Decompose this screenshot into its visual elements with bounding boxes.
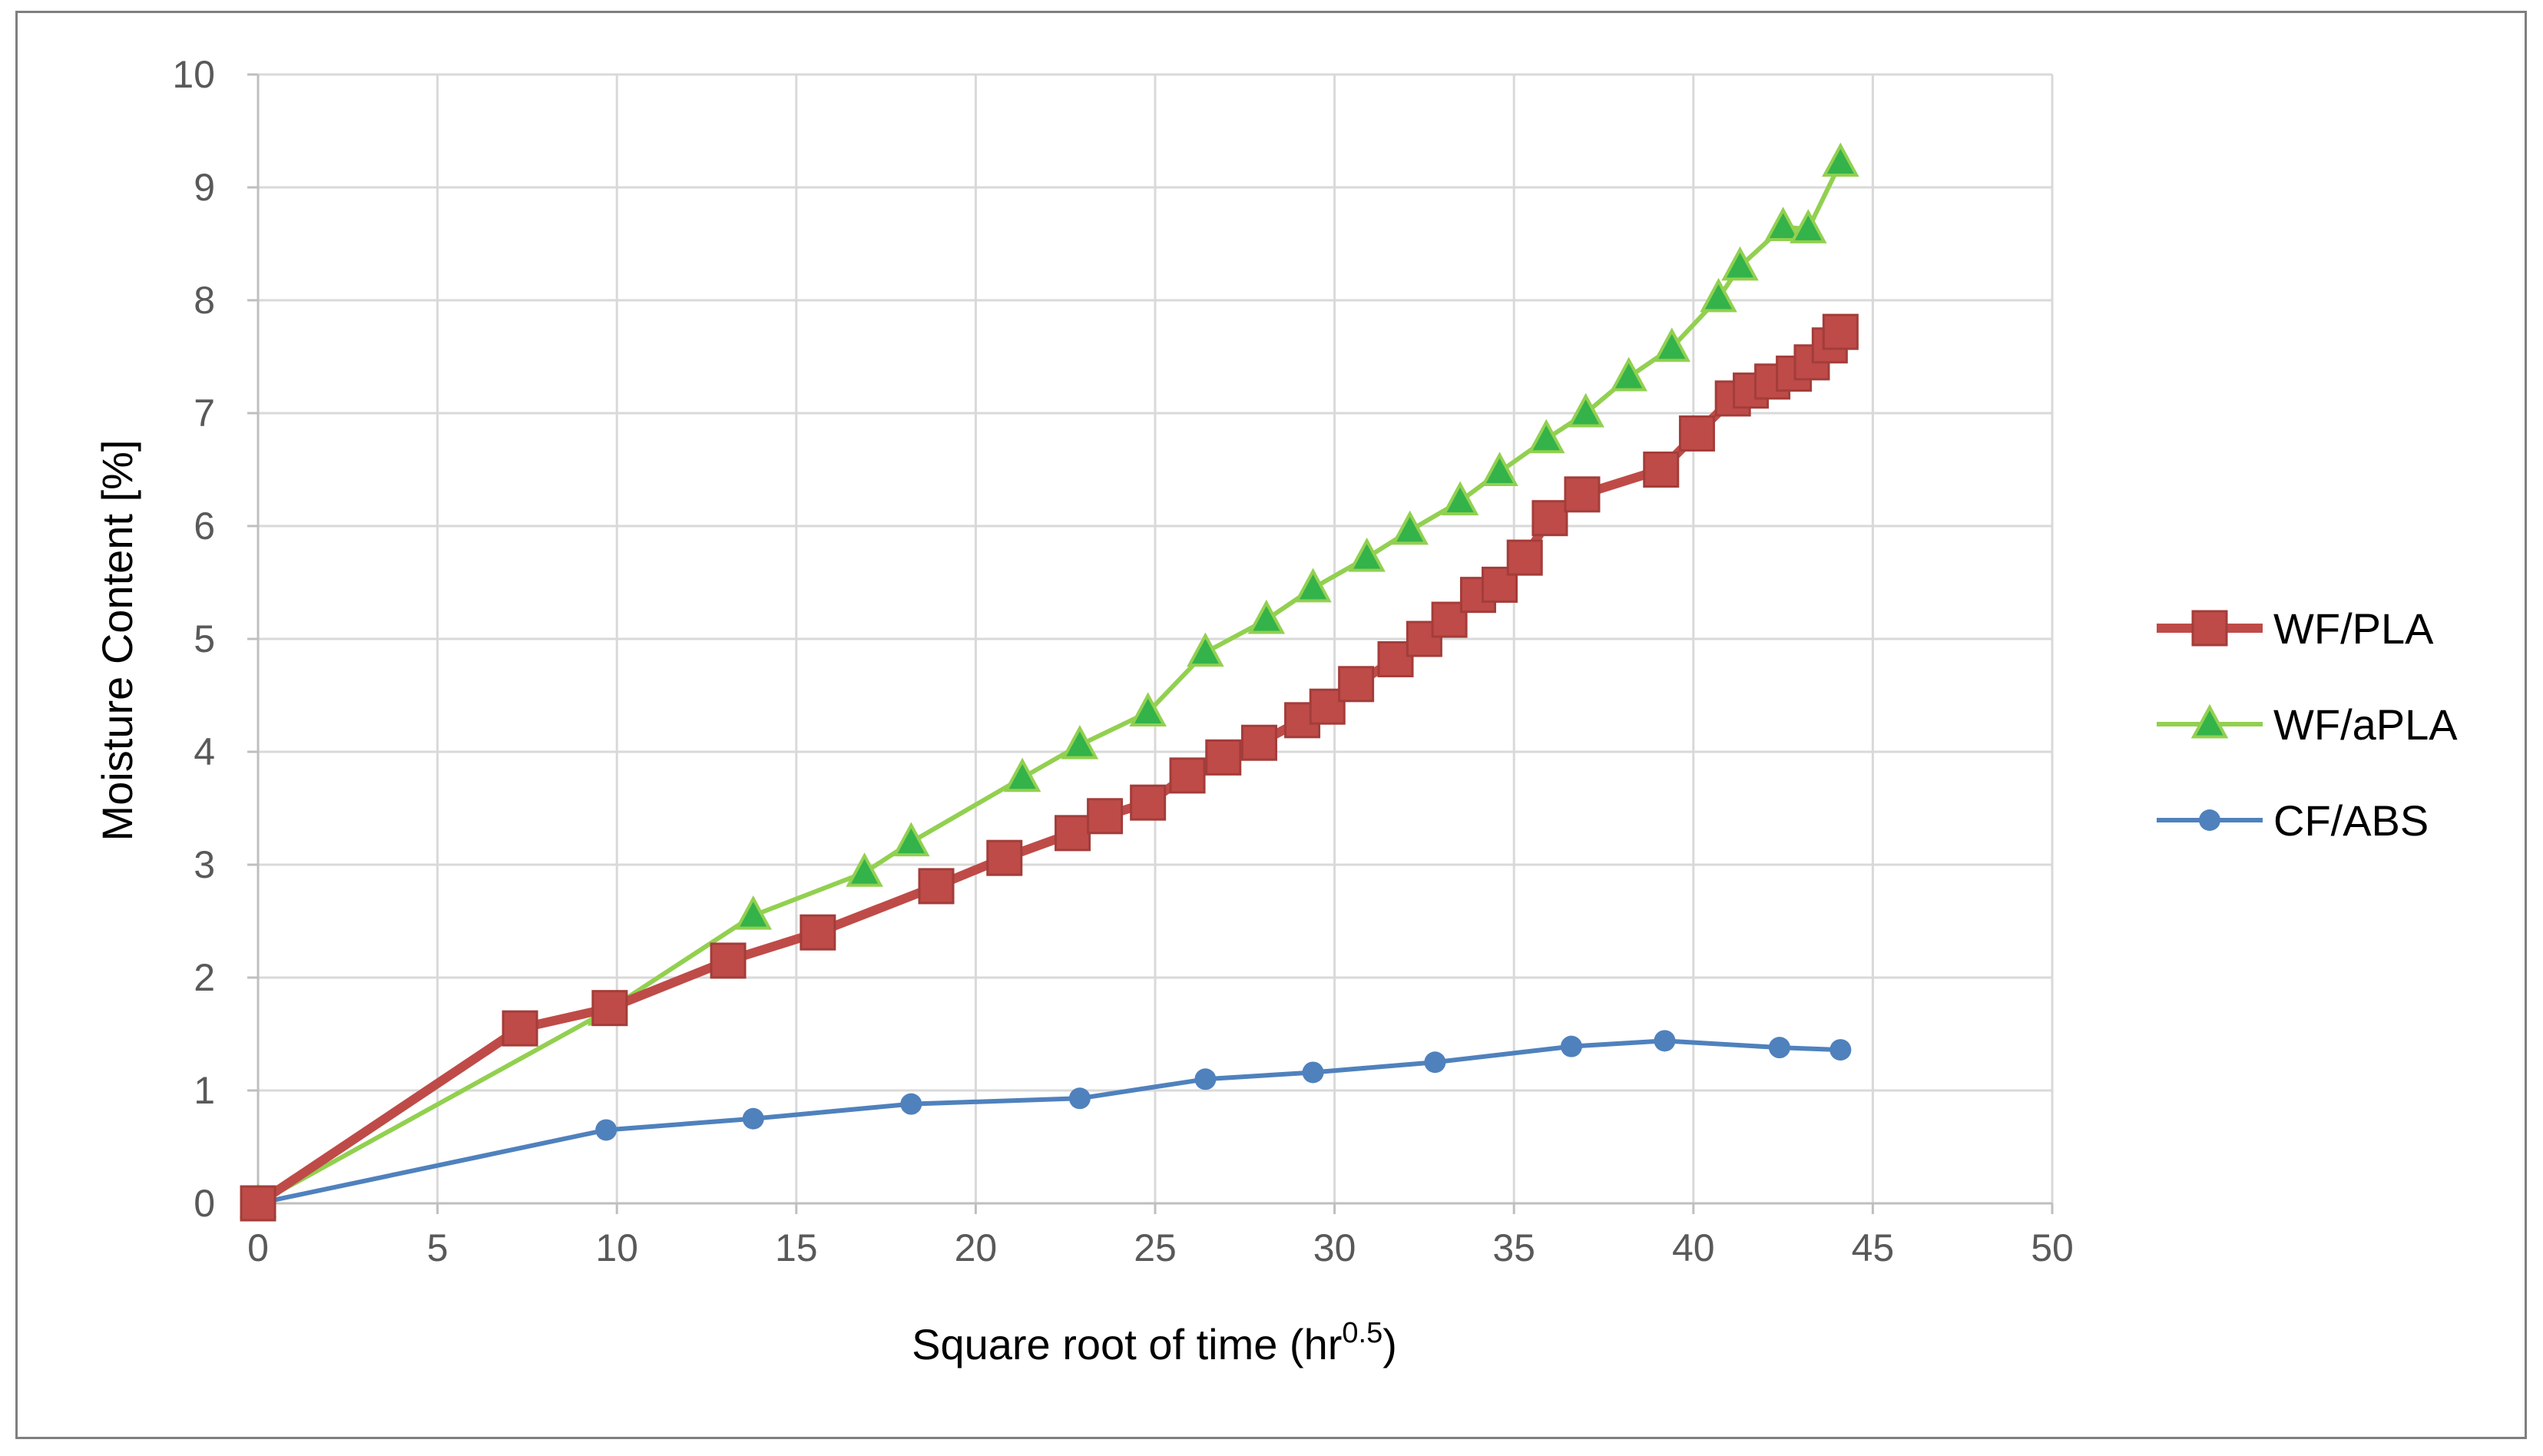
x-tick-label: 15: [775, 1226, 818, 1269]
y-tick-label: 0: [194, 1182, 215, 1225]
y-tick-label: 3: [194, 843, 215, 886]
x-tick-label: 50: [2031, 1226, 2074, 1269]
y-tick-label: 2: [194, 956, 215, 999]
data-point: [1247, 599, 1286, 634]
data-point: [1654, 1030, 1676, 1052]
x-axis-title-close: ): [1382, 1320, 1397, 1368]
data-point: [1061, 724, 1099, 759]
gridlines: [258, 73, 2054, 1203]
series-line: [257, 1038, 1841, 1206]
data-point: [1087, 798, 1124, 835]
y-tick-label: 6: [194, 505, 215, 548]
y-tick-label: 9: [194, 166, 215, 209]
data-point: [1194, 1068, 1217, 1090]
legend-item: CF/ABS: [2157, 796, 2429, 845]
data-point: [1506, 539, 1543, 576]
data-point: [1790, 209, 1827, 243]
data-point: [240, 1185, 276, 1222]
data-point: [986, 839, 1023, 876]
data-point: [1768, 1037, 1790, 1059]
data-point: [1481, 452, 1518, 486]
data-point: [1564, 476, 1601, 513]
data-point: [1391, 510, 1429, 545]
data-point: [1055, 815, 1091, 852]
data-point: [1129, 692, 1167, 727]
y-tick-labels: 0 1 2 3 4 5 6 7 8 9 10: [172, 53, 215, 1225]
data-point: [1338, 666, 1375, 703]
data-point: [1829, 1039, 1852, 1061]
x-tick-label: 0: [247, 1226, 269, 1269]
legend-marker: [2190, 703, 2229, 739]
data-point: [1169, 757, 1206, 794]
data-point: [1567, 392, 1604, 428]
data-series: [239, 142, 1859, 1222]
data-point: [800, 914, 836, 951]
y-tick-label: 7: [194, 392, 215, 435]
x-axis-title: Square root of time (hr0.5): [912, 1317, 1397, 1368]
data-point: [1441, 481, 1479, 516]
y-tick-label: 8: [194, 279, 215, 322]
data-point: [1348, 537, 1386, 572]
data-point: [1205, 739, 1242, 776]
x-tick-label: 20: [955, 1226, 998, 1269]
data-point: [1003, 757, 1041, 793]
x-axis-title-main: Square root of time (hr: [912, 1320, 1342, 1368]
data-point: [1424, 1051, 1446, 1074]
data-point: [1130, 784, 1167, 821]
x-tick-label: 40: [1672, 1226, 1715, 1269]
y-tick-label: 1: [194, 1069, 215, 1112]
x-tick-labels: 0 5 10 15 20 25 30 35 40 45 50: [247, 1226, 2074, 1269]
data-point: [1187, 632, 1224, 667]
data-point: [1764, 207, 1802, 241]
data-point: [846, 852, 883, 887]
data-point: [1531, 500, 1568, 537]
x-tick-label: 5: [427, 1226, 449, 1269]
x-tick-label: 30: [1313, 1226, 1356, 1269]
data-point: [1700, 277, 1737, 313]
legend-marker: [2199, 809, 2220, 831]
series-cf-abs: [247, 1030, 1852, 1214]
data-point: [892, 822, 930, 857]
y-axis-title: Moisture Content [%]: [93, 440, 141, 842]
x-tick-label: 45: [1852, 1226, 1895, 1269]
legend-item: WF/PLA: [2157, 604, 2434, 653]
data-point: [1643, 452, 1680, 488]
data-point: [1527, 419, 1565, 454]
data-point: [918, 868, 955, 905]
legend-marker: [2191, 610, 2228, 647]
legend-label: CF/ABS: [2273, 796, 2429, 845]
data-point: [1822, 142, 1859, 177]
data-point: [710, 942, 747, 979]
data-point: [591, 990, 628, 1027]
data-point: [734, 895, 772, 930]
y-tick-label: 5: [194, 617, 215, 660]
legend-item: WF/aPLA: [2157, 700, 2458, 749]
series-wf-pla: [240, 313, 1859, 1222]
data-point: [1678, 415, 1715, 452]
data-point: [1068, 1087, 1091, 1110]
data-point: [1294, 568, 1332, 603]
data-point: [1822, 313, 1859, 350]
legend-label: WF/aPLA: [2273, 700, 2458, 749]
series-wf-apla: [239, 142, 1859, 1218]
data-point: [900, 1093, 922, 1115]
x-axis-title-superscript: 0.5: [1342, 1317, 1382, 1349]
data-point: [1302, 1061, 1324, 1084]
x-tick-label: 25: [1134, 1226, 1177, 1269]
data-point: [1560, 1035, 1582, 1057]
data-point: [742, 1107, 764, 1130]
data-point: [595, 1119, 618, 1141]
x-tick-label: 35: [1492, 1226, 1535, 1269]
x-tick-label: 10: [595, 1226, 638, 1269]
data-point: [502, 1010, 538, 1047]
legend: WF/PLA WF/aPLA CF/ABS: [2157, 604, 2458, 845]
y-tick-label: 4: [194, 730, 215, 773]
data-point: [1721, 246, 1759, 281]
legend-label: WF/PLA: [2273, 604, 2434, 653]
data-point: [1240, 724, 1277, 761]
data-point: [1653, 327, 1691, 362]
data-point: [1610, 356, 1647, 392]
y-tick-label: 10: [172, 53, 215, 96]
